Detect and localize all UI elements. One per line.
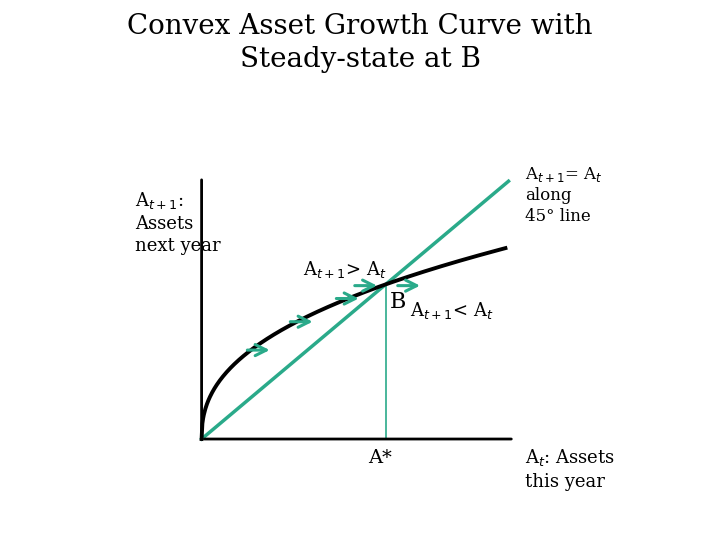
Text: A$_{t+1}$< A$_t$: A$_{t+1}$< A$_t$ [410,300,494,321]
Text: A$_{t+1}$> A$_t$: A$_{t+1}$> A$_t$ [303,260,387,280]
Text: A$_t$: Assets
this year: A$_t$: Assets this year [526,447,616,490]
Text: B: B [390,291,407,313]
Text: A$_{t+1}$:
Assets
next year: A$_{t+1}$: Assets next year [135,190,220,255]
Text: A*: A* [369,449,392,468]
Text: A$_{t+1}$= A$_t$
along
45° line: A$_{t+1}$= A$_t$ along 45° line [526,165,603,225]
Text: Convex Asset Growth Curve with
Steady-state at B: Convex Asset Growth Curve with Steady-st… [127,14,593,73]
